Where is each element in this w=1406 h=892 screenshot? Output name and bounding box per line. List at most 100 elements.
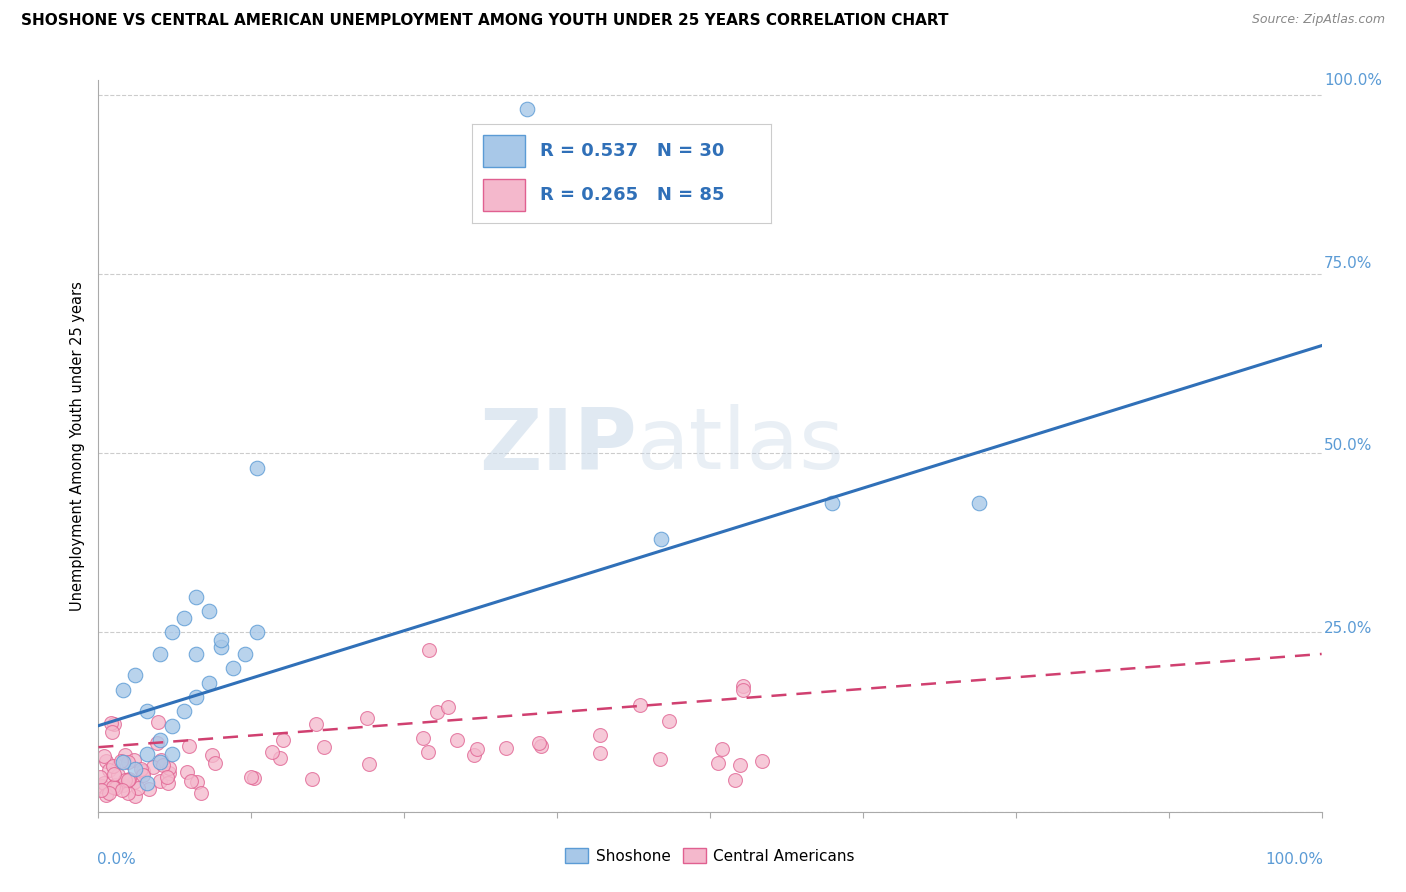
Point (91, 779, 114, 793)
Text: atlas: atlas (637, 404, 845, 488)
Point (967, 496, 990, 510)
Point (173, 611, 195, 625)
Point (821, 496, 844, 510)
Point (186, 690, 208, 704)
Point (260, 745, 283, 759)
Point (98, 763, 121, 777)
Point (149, 774, 172, 789)
Point (186, 590, 208, 604)
Point (239, 770, 262, 784)
Point (136, 704, 159, 718)
Point (157, 765, 180, 780)
Point (233, 647, 256, 661)
Point (246, 625, 269, 640)
Point (418, 643, 440, 657)
Point (152, 758, 174, 772)
Point (724, 772, 747, 787)
Point (129, 763, 152, 777)
Point (89, 770, 111, 784)
Point (96, 788, 118, 802)
Point (160, 719, 183, 733)
Point (179, 739, 201, 753)
Legend: Shoshone, Central Americans: Shoshone, Central Americans (560, 842, 860, 870)
Point (707, 756, 730, 770)
Point (246, 460, 269, 475)
Point (146, 715, 169, 730)
Point (650, 533, 672, 547)
Point (190, 786, 212, 800)
Point (412, 731, 434, 746)
Point (465, 742, 488, 756)
Point (446, 732, 468, 747)
Text: 75.0%: 75.0% (1324, 256, 1372, 270)
Point (132, 768, 155, 782)
Point (157, 761, 180, 775)
Text: Source: ZipAtlas.com: Source: ZipAtlas.com (1251, 13, 1385, 27)
Point (93, 776, 115, 790)
Point (463, 747, 485, 762)
Point (132, 764, 155, 779)
Point (425, 705, 447, 719)
Text: 50.0%: 50.0% (1324, 439, 1372, 453)
Point (103, 716, 125, 731)
Point (117, 772, 139, 787)
Y-axis label: Unemployment Among Youth under 25 years: Unemployment Among Youth under 25 years (70, 281, 86, 611)
Point (111, 755, 134, 769)
Point (149, 753, 172, 767)
Point (186, 647, 208, 661)
Point (103, 759, 125, 773)
Point (124, 668, 146, 682)
Point (209, 640, 232, 654)
Point (149, 647, 172, 661)
Point (122, 753, 145, 767)
Point (437, 699, 460, 714)
Point (122, 774, 145, 789)
Point (160, 747, 183, 762)
Point (176, 765, 198, 780)
Point (127, 780, 149, 795)
Point (149, 755, 172, 769)
Point (110, 754, 132, 768)
Point (495, 741, 517, 756)
Point (101, 725, 124, 739)
Text: ZIP: ZIP (479, 404, 637, 488)
Point (93, 749, 115, 764)
Point (142, 760, 165, 774)
Point (305, 717, 328, 731)
Point (416, 745, 439, 759)
Point (124, 789, 146, 803)
Point (104, 780, 127, 795)
Point (107, 767, 129, 781)
Point (90, 782, 112, 797)
Point (156, 770, 179, 784)
Point (94, 754, 117, 768)
Point (146, 736, 169, 750)
Point (111, 782, 134, 797)
Point (301, 772, 323, 786)
Point (658, 714, 681, 729)
Point (733, 682, 755, 697)
Point (114, 748, 136, 763)
Point (209, 632, 232, 647)
Point (650, 752, 672, 766)
Point (731, 679, 754, 693)
Point (114, 772, 136, 787)
Point (100, 716, 122, 731)
Point (136, 776, 159, 790)
Text: 100.0%: 100.0% (1265, 852, 1323, 867)
Point (711, 742, 734, 756)
Point (124, 762, 146, 776)
Point (628, 698, 651, 712)
Text: SHOSHONE VS CENTRAL AMERICAN UNEMPLOYMENT AMONG YOUTH UNDER 25 YEARS CORRELATION: SHOSHONE VS CENTRAL AMERICAN UNEMPLOYMEN… (21, 13, 949, 29)
Point (728, 758, 751, 772)
Point (101, 780, 124, 795)
Point (222, 661, 245, 675)
Point (269, 751, 291, 765)
Point (527, 736, 550, 750)
Point (157, 776, 180, 790)
Point (186, 775, 208, 789)
Point (515, 102, 537, 116)
Point (588, 728, 610, 742)
Point (117, 786, 139, 800)
Point (359, 757, 381, 772)
